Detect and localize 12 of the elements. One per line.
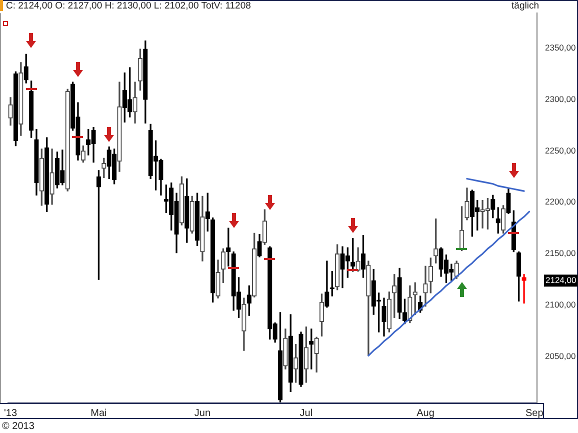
y-tick-label: 2350,00 [545,42,576,52]
y-tick-label: 2200,00 [545,196,576,207]
y-tick-label: 2050,00 [545,351,576,362]
chart-title: C: 2124,00 O: 2127,00 H: 2130,00 L: 2102,00 TotV: 11208 [6,0,251,12]
text: 2124,00 [546,274,576,285]
y-tick-label: 2300,00 [545,94,576,104]
y-tick-label: 2100,00 [545,300,576,310]
chart-subtitle: täglich [512,0,539,12]
y-tick-label: 2250,00 [545,145,576,156]
candlestick [522,274,526,304]
y-tick-label: 2150,00 [545,248,576,258]
text: © 2013 [2,420,35,432]
